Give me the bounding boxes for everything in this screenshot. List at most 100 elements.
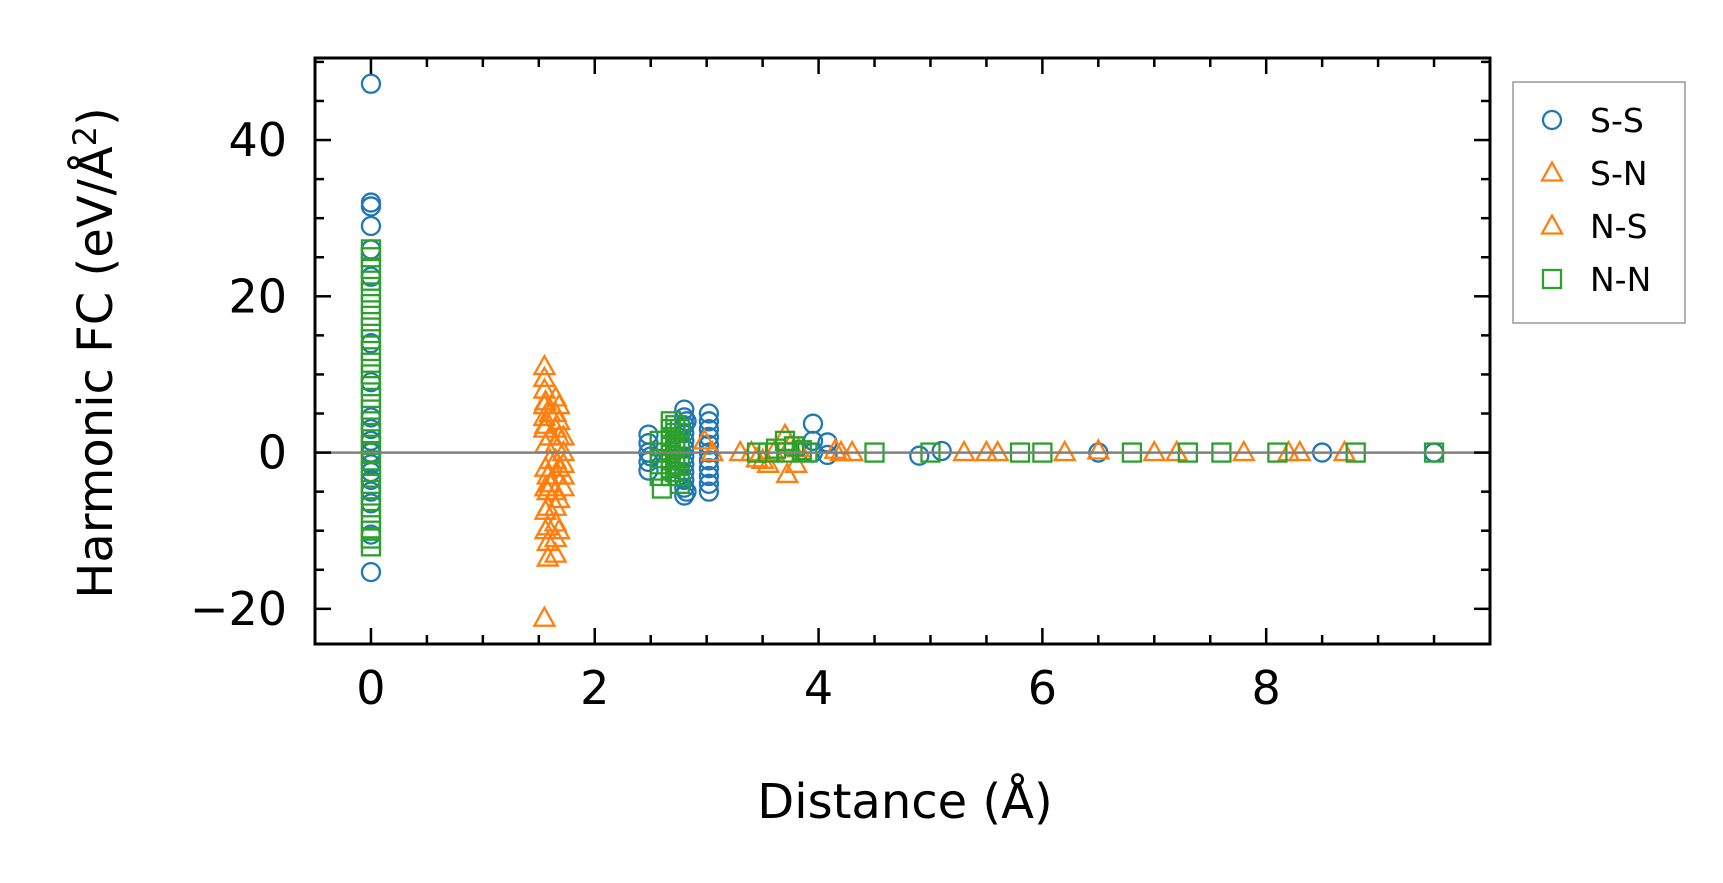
data-point [700,439,725,462]
data-point [360,422,382,444]
data-point [360,364,382,385]
data-point [1164,439,1189,462]
x-axis-label: Distance (Å) [757,773,1052,830]
data-point [551,439,576,462]
series-n-s [533,388,1312,540]
data-point [1052,439,1077,462]
y-tick-label: 0 [258,426,287,480]
data-point [360,461,382,483]
data-point [649,430,670,452]
data-point [360,376,382,397]
data-point [546,392,571,415]
series-s-s [360,73,1445,583]
data-point [802,413,824,434]
data-point [669,473,690,494]
legend-item-n-n: N-N [1541,260,1651,299]
data-point [360,473,382,494]
legend-marker [1541,268,1563,290]
y-tick-label: −20 [190,582,287,636]
data-point [360,528,382,549]
data-point [931,440,952,462]
data-point [360,497,382,518]
legend-frame [1512,81,1686,324]
data-point [546,455,571,477]
data-point [546,408,571,430]
data-point [360,239,382,260]
x-tick-label: 8 [1252,661,1281,715]
data-point [360,293,382,315]
data-point [674,485,695,506]
x-tick-label: 0 [356,661,385,715]
data-point [360,340,382,362]
data-point [750,447,775,470]
data-point [756,451,781,473]
data-point [532,377,557,399]
data-point [698,403,720,424]
data-point [535,545,560,567]
data-point [649,454,670,475]
data-point [1332,439,1357,462]
data-point [649,465,670,487]
data-point [676,411,697,432]
legend-label: N-S [1590,207,1648,246]
data-point [775,461,800,484]
legend-marker [1540,160,1564,182]
data-point [360,258,382,280]
data-point [638,460,659,481]
data-point [360,192,382,213]
data-point [546,424,571,446]
data-point [360,329,382,350]
data-point [360,196,382,217]
data-point [551,451,576,473]
series-n-n [360,239,1445,557]
data-point [823,437,848,459]
data-point [532,353,557,376]
plot-frame [313,56,1492,646]
legend: S-S S-N N-S N-N [1512,81,1686,324]
plot-markers [360,73,1445,627]
data-point [360,508,382,530]
data-point [698,481,720,502]
data-point [360,270,382,291]
data-point [909,445,930,466]
data-point [360,411,382,432]
legend-item-n-s: N-S [1540,207,1648,246]
data-point [1142,439,1167,462]
data-point [360,215,382,237]
y-axis-label: Harmonic FC (eV/Å2) [66,107,124,599]
data-point [828,439,853,462]
data-point [546,486,571,509]
data-point [974,439,999,462]
data-point [543,541,568,563]
data-point [360,387,382,409]
data-point [676,481,697,502]
x-tick-label: 6 [1028,661,1057,715]
data-point [745,445,769,468]
data-point [360,305,382,326]
y-tick-label: 40 [228,113,287,167]
data-point [698,411,720,432]
legend-label: S-S [1590,101,1644,140]
data-point [360,352,382,373]
legend-item-s-n: S-N [1540,154,1648,193]
data-point [360,73,382,94]
legend-marker [1540,213,1564,235]
x-tick-label: 2 [580,661,609,715]
data-point [533,517,558,540]
data-point [360,561,382,583]
axis-ticks [313,58,1492,644]
y-axis-label-main: Harmonic FC (eV/Å [67,146,124,599]
legend-item-s-s: S-S [1541,101,1644,140]
y-tick-label: 20 [228,269,287,323]
data-point [360,282,382,303]
data-point [360,536,382,557]
legend-label: N-N [1590,260,1651,299]
legend-marker [1541,109,1563,131]
data-point [360,399,382,420]
data-point [360,317,382,338]
data-point [665,461,686,483]
data-point [360,485,382,506]
data-point [698,473,720,494]
data-point [784,451,809,473]
